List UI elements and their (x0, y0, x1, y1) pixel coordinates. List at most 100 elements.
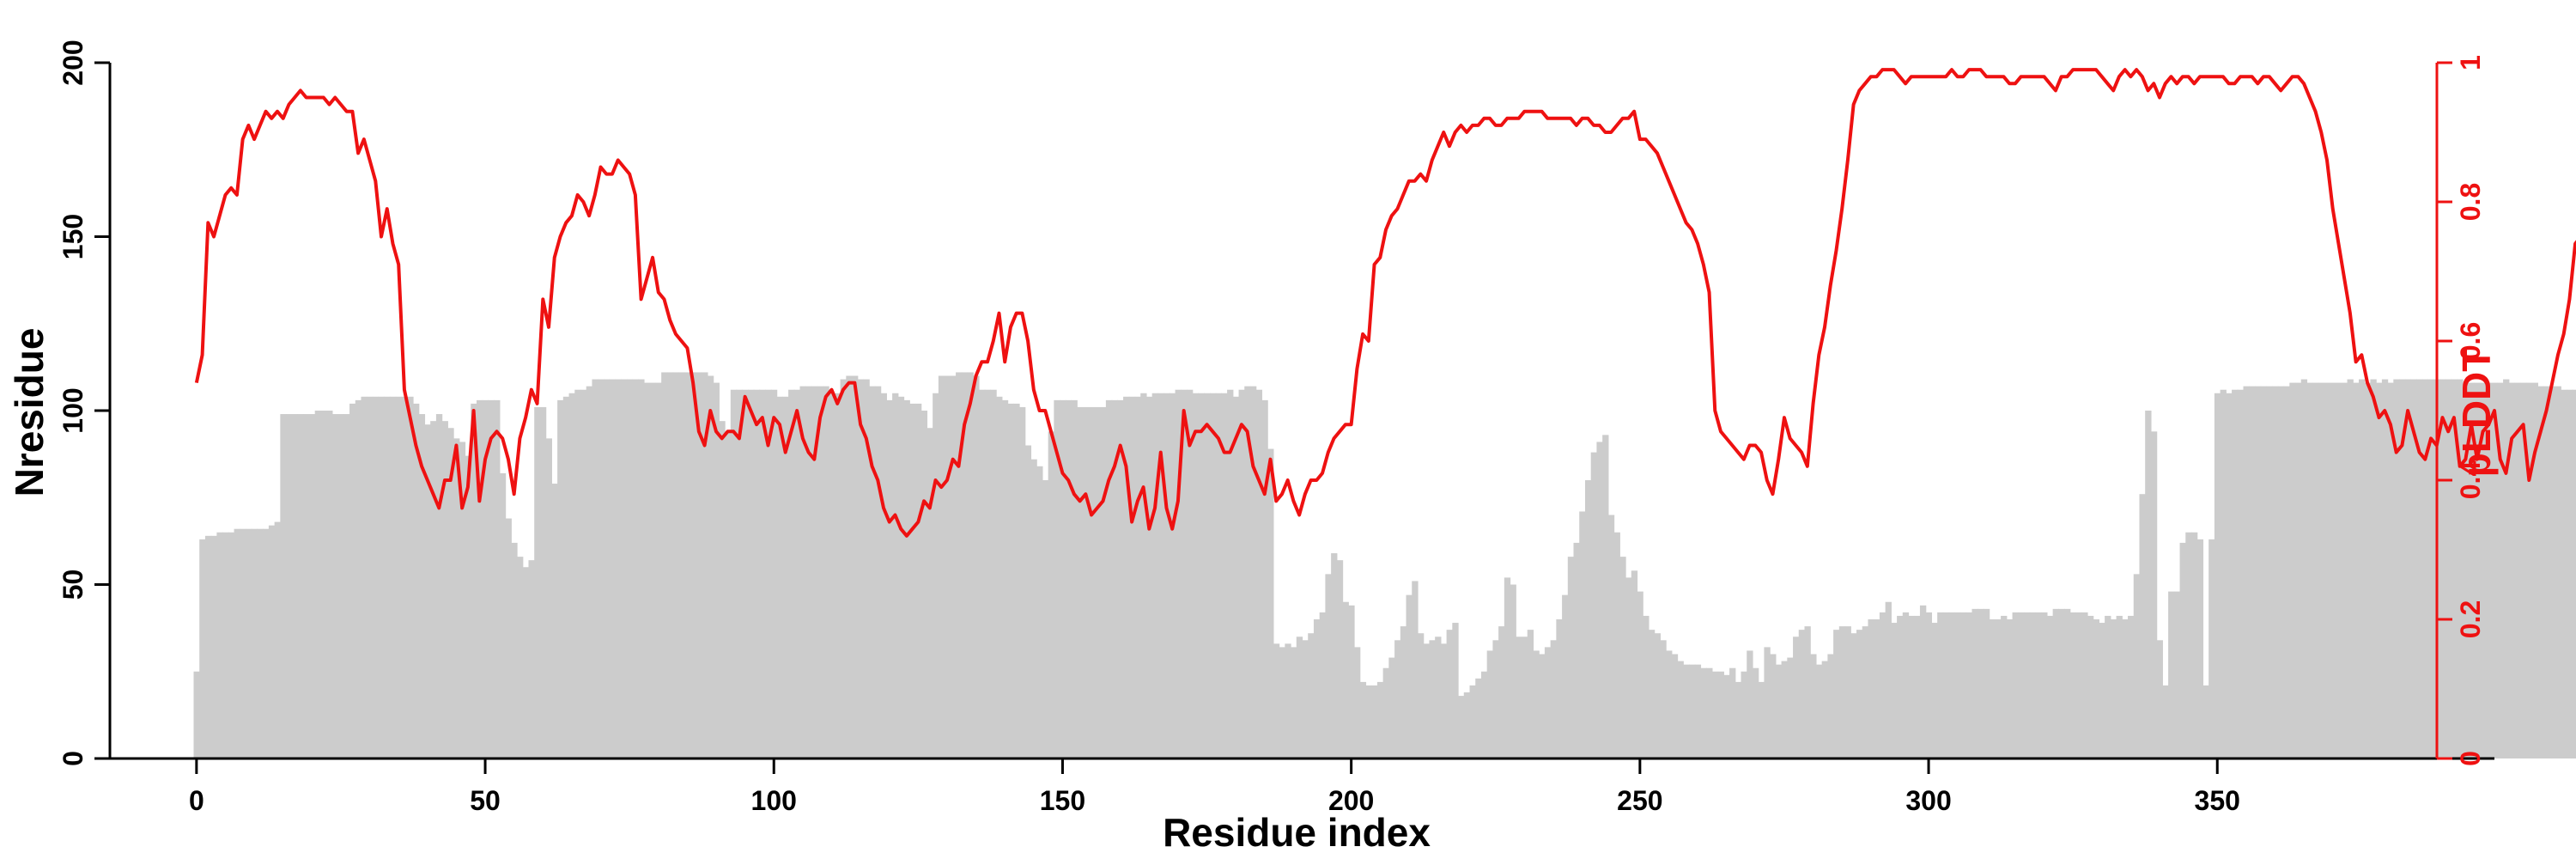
bar (626, 379, 634, 758)
bar (2133, 574, 2141, 758)
bar (1429, 640, 1436, 758)
bar (1291, 647, 1297, 758)
bar (1995, 619, 2002, 758)
bar (1435, 637, 1442, 758)
bar (1983, 608, 1990, 758)
bar (2087, 615, 2094, 758)
bar (2474, 382, 2481, 758)
bar (2341, 382, 2348, 758)
bar (1117, 399, 1124, 758)
bar (2237, 389, 2245, 758)
bar (1579, 511, 1586, 758)
bar (799, 386, 806, 758)
y-left-tick-label: 100 (58, 387, 88, 433)
bar (598, 379, 605, 758)
bar (2052, 608, 2059, 758)
bar (1123, 396, 1130, 758)
bar (1151, 393, 1158, 758)
bar (2404, 379, 2412, 758)
bar (1279, 647, 1285, 758)
bar (240, 528, 246, 758)
bar (1060, 399, 1066, 758)
bar (840, 379, 847, 758)
bar (2393, 379, 2400, 758)
bar (1919, 605, 1927, 758)
bar (2427, 379, 2434, 758)
bar (2277, 386, 2285, 758)
bar (1371, 685, 1378, 758)
bar (2567, 389, 2573, 758)
bar (788, 389, 795, 758)
bar (2208, 539, 2215, 758)
bar (1978, 608, 1984, 758)
bar (1885, 601, 1892, 758)
bar (1227, 389, 1234, 758)
bar (286, 414, 293, 758)
y-axis-label-right: pLDDT (2454, 348, 2499, 478)
bar (1602, 435, 1609, 758)
bar (730, 389, 738, 758)
bar (897, 396, 905, 758)
bar (2514, 382, 2521, 758)
bar (1417, 633, 1425, 758)
bar (1198, 393, 1205, 758)
bar (2035, 612, 2042, 758)
bar (1498, 626, 1505, 758)
bar (713, 382, 720, 758)
bar (1140, 393, 1147, 758)
bar (823, 386, 829, 758)
bar (2555, 386, 2561, 758)
bar (2353, 382, 2360, 758)
bar (1810, 654, 1817, 758)
bar (2289, 382, 2296, 758)
bar (1382, 667, 1389, 758)
bar (2295, 382, 2302, 758)
bar (2162, 685, 2169, 758)
bar (2116, 615, 2123, 758)
bar (511, 542, 518, 758)
bar (696, 372, 702, 758)
x-tick-label: 350 (2195, 785, 2240, 816)
bar (2064, 608, 2071, 758)
bar (251, 528, 258, 758)
bar (1741, 671, 1747, 758)
bar (1308, 633, 1315, 758)
bar (2058, 608, 2065, 758)
bar (2139, 494, 2146, 758)
bar (453, 438, 460, 758)
bar (1567, 557, 1575, 758)
bar (1175, 389, 1182, 758)
bar (2156, 640, 2163, 758)
bar (326, 411, 333, 758)
bar (776, 396, 783, 758)
bar (903, 399, 910, 758)
bar (482, 399, 489, 758)
bar (2531, 382, 2539, 758)
bar (793, 389, 801, 758)
bar (1666, 650, 1673, 758)
bar (1827, 654, 1834, 758)
bar (557, 399, 564, 758)
bar (2364, 382, 2372, 758)
bar (1452, 623, 1459, 758)
bar (863, 379, 870, 758)
bar (736, 389, 743, 758)
bar (505, 518, 512, 758)
bar (2306, 382, 2313, 758)
bar (1689, 664, 1696, 758)
y-right-tick-label: 0.2 (2455, 600, 2486, 638)
bar (661, 372, 668, 758)
bar (2537, 386, 2544, 758)
bar (193, 671, 200, 758)
bar (1781, 661, 1788, 758)
bar (2018, 612, 2025, 758)
bar (2202, 685, 2209, 758)
bar (666, 372, 674, 758)
bar (719, 421, 726, 758)
bar (1077, 406, 1084, 758)
bar (886, 399, 893, 758)
bar (1844, 626, 1851, 758)
bar (944, 375, 951, 758)
bar (1965, 612, 1973, 758)
y-left-tick-label: 200 (58, 40, 88, 85)
